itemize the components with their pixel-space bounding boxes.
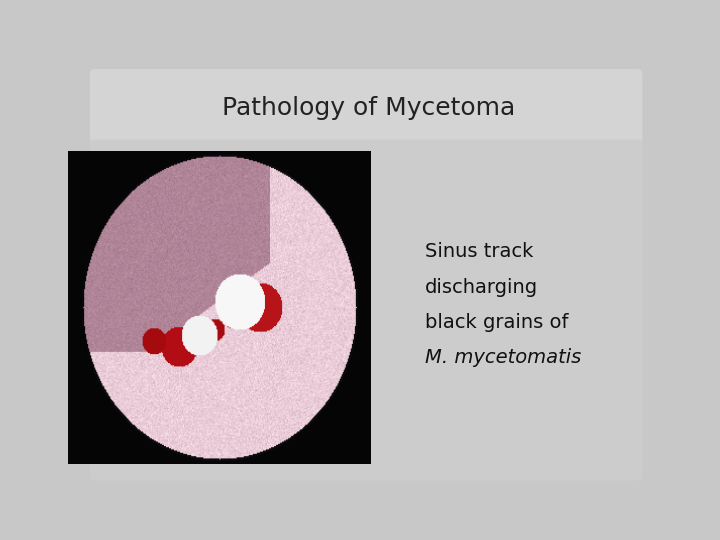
Text: Sinus track: Sinus track [425,242,534,261]
Text: discharging: discharging [425,278,538,297]
Text: Pathology of Mycetoma: Pathology of Mycetoma [222,97,516,120]
Text: black grains of: black grains of [425,313,568,332]
FancyBboxPatch shape [90,140,642,481]
FancyBboxPatch shape [90,69,642,144]
Text: M. mycetomatis: M. mycetomatis [425,348,581,367]
